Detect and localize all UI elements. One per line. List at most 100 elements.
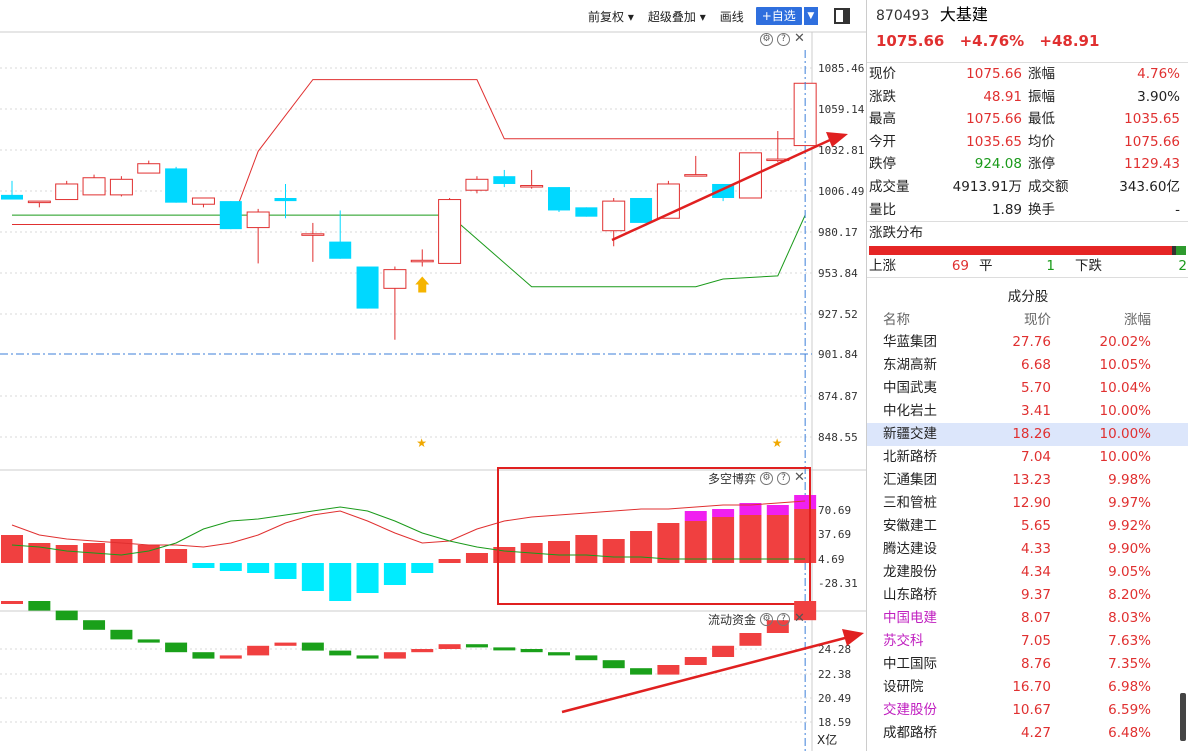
price-tick-label: 980.17 (818, 226, 858, 239)
quote-table: 现价 1075.66 涨幅 4.76% 涨跌 48.91 振幅 3.90% 最高 1075.66 最… (867, 63, 1188, 221)
osc-tick-label: 70.69 (818, 504, 851, 517)
col-name[interactable]: 名称 (883, 312, 910, 329)
quote-label: 跌停 (869, 156, 896, 173)
star-marker-icon: ★ (416, 436, 427, 450)
candle-body (165, 168, 188, 203)
highlight-box (497, 467, 811, 605)
flow-settings-icon[interactable]: ⚙ (760, 613, 773, 626)
flow-bar (602, 660, 625, 669)
flat-count: 1 (1046, 258, 1055, 275)
component-row[interactable]: 华蓝集团 27.76 20.02% (867, 331, 1188, 354)
kline-chart[interactable]: 1085.46 1059.14 1032.81 1006.49 980.17 953.84… (0, 0, 866, 751)
osc-bar (55, 545, 78, 563)
panel-toggle-icon[interactable] (833, 8, 850, 24)
candle-body (219, 201, 242, 230)
component-row[interactable]: 苏交科 7.05 7.63% (867, 630, 1188, 653)
help-icon[interactable]: ? (777, 33, 790, 46)
quote-value: 1075.66 (966, 66, 1022, 82)
component-change: 6.48% (1108, 725, 1151, 742)
component-row[interactable]: 龙建股份 4.34 9.05% (867, 561, 1188, 584)
component-row[interactable]: 东湖高新 6.68 10.05% (867, 354, 1188, 377)
osc-bar (766, 515, 789, 563)
component-row[interactable]: 汇通集团 13.23 9.98% (867, 469, 1188, 492)
pct-change: +4.76% (959, 32, 1025, 50)
component-row[interactable]: 腾达建设 4.33 9.90% (867, 538, 1188, 561)
osc-close-icon[interactable]: ✕ (794, 470, 805, 485)
component-change: 9.90% (1108, 541, 1151, 558)
add-watch-dropdown-icon[interactable]: ▼ (803, 7, 818, 25)
close-icon[interactable]: ✕ (794, 31, 805, 46)
flat-label: 平 (979, 258, 993, 275)
component-row[interactable]: 北新路桥 7.04 10.00% (867, 446, 1188, 469)
trend-arrow (561, 636, 846, 714)
flow-bar (55, 610, 78, 621)
osc-bar (192, 563, 215, 568)
candle-body (274, 197, 297, 202)
component-row[interactable]: 中化岩土 3.41 10.00% (867, 400, 1188, 423)
add-watch-button[interactable]: +自选 (755, 7, 802, 25)
component-row[interactable]: 设研院 16.70 6.98% (867, 676, 1188, 699)
component-price: 10.67 (1012, 702, 1051, 719)
candle-body (109, 178, 133, 196)
flow-close-icon[interactable]: ✕ (794, 611, 805, 626)
osc-bar (712, 517, 735, 563)
candle-body (246, 211, 270, 229)
component-price: 5.65 (1020, 518, 1051, 535)
component-change: 9.92% (1108, 518, 1151, 535)
osc-bar (383, 563, 406, 585)
component-row[interactable]: 山东路桥 9.37 8.20% (867, 584, 1188, 607)
scrollbar[interactable] (1180, 693, 1186, 741)
component-row[interactable]: 安徽建工 5.65 9.92% (867, 515, 1188, 538)
component-name: 苏交科 (883, 633, 924, 650)
overlay-dropdown[interactable]: 超级叠加 ▾ (647, 9, 706, 24)
osc-green-line (11, 506, 806, 560)
component-price: 8.07 (1020, 610, 1051, 627)
flow-indicator-title[interactable]: 流动资金 (708, 613, 757, 627)
component-change: 7.35% (1108, 656, 1151, 673)
flow-bar (274, 642, 297, 646)
quote-value: 924.08 (974, 156, 1022, 173)
quote-label: 最低 (1028, 111, 1055, 128)
component-row[interactable]: 新疆交建 18.26 10.00% (867, 423, 1188, 447)
price-tick-label: 874.87 (818, 390, 858, 403)
quote-value: 1.89 (991, 201, 1022, 218)
col-price[interactable]: 现价 (1024, 312, 1051, 329)
component-change: 6.59% (1108, 702, 1151, 719)
candle-body (1, 194, 23, 200)
chart-area[interactable]: 1085.46 1059.14 1032.81 1006.49 980.17 953.84… (0, 0, 866, 751)
flow-bar (247, 645, 270, 656)
osc-indicator-title[interactable]: 多空博弈 (708, 472, 757, 486)
osc-bar (465, 553, 488, 563)
candle-body (465, 178, 489, 191)
candle-body (410, 259, 434, 263)
stock-code: 870493 (876, 8, 930, 24)
restore-dropdown[interactable]: 前复权 ▾ (588, 9, 634, 24)
component-name: 华蓝集团 (883, 334, 937, 351)
component-row[interactable]: 中国电建 8.07 8.03% (867, 607, 1188, 630)
flow-help-icon[interactable]: ? (777, 613, 790, 626)
osc-bar (438, 559, 461, 563)
osc-indicator-controls: ⚙ ? ✕ (760, 470, 805, 485)
star-marker-icon: ★ (772, 436, 783, 450)
osc-highlight-bar (766, 505, 789, 515)
col-change[interactable]: 涨幅 (1124, 312, 1151, 329)
component-row[interactable]: 交建股份 10.67 6.59% (867, 699, 1188, 722)
settings-icon[interactable]: ⚙ (760, 33, 773, 46)
osc-settings-icon[interactable]: ⚙ (760, 472, 773, 485)
price-tick-label: 927.52 (818, 308, 858, 321)
osc-bar (274, 563, 297, 579)
price-tick-label: 1032.81 (818, 144, 864, 157)
component-change: 10.05% (1099, 357, 1151, 374)
component-row[interactable]: 中国武夷 5.70 10.04% (867, 377, 1188, 400)
component-price: 6.68 (1020, 357, 1051, 374)
quote-row: 现价 1075.66 涨幅 4.76% (867, 63, 1188, 86)
quote-value: 1075.66 (1124, 133, 1180, 150)
osc-help-icon[interactable]: ? (777, 472, 790, 485)
flow-bar (301, 642, 324, 651)
draw-button[interactable]: 画线 (719, 9, 744, 24)
quote-value: 3.90% (1137, 88, 1180, 105)
component-row[interactable]: 三和管桩 12.90 9.97% (867, 492, 1188, 515)
component-change: 10.00% (1099, 426, 1151, 443)
component-row[interactable]: 成都路桥 4.27 6.48% (867, 722, 1188, 745)
component-row[interactable]: 中工国际 8.76 7.35% (867, 653, 1188, 676)
